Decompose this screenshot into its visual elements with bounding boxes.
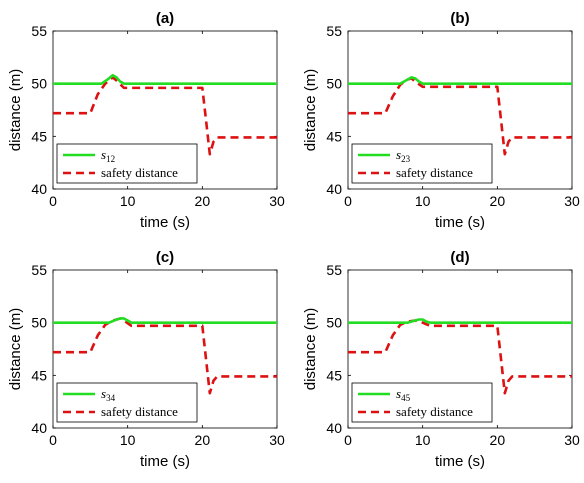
x-tick-label: 30 xyxy=(269,193,285,209)
y-axis-label: distance (m) xyxy=(7,308,24,391)
y-tick-label: 40 xyxy=(326,181,342,197)
chart-panel-b: (b) 0 10 20 30 40 45 50 55 time (s) distance (m) s2… xyxy=(302,10,580,231)
y-tick-label: 45 xyxy=(31,128,47,144)
y-tick-label: 55 xyxy=(326,262,342,278)
x-tick-label: 0 xyxy=(49,432,57,448)
x-axis-label: time (s) xyxy=(140,214,190,231)
y-axis-label: distance (m) xyxy=(7,69,24,152)
legend-label: s12 xyxy=(101,147,115,164)
y-tick-label: 45 xyxy=(326,128,342,144)
x-axis-label: time (s) xyxy=(140,453,190,470)
legend-label: safety distance xyxy=(396,165,473,180)
x-tick-label: 20 xyxy=(490,193,506,209)
series-line-safety-distance xyxy=(348,319,572,395)
x-tick-label: 30 xyxy=(269,432,285,448)
y-tick-label: 55 xyxy=(31,262,47,278)
chart-title: (a) xyxy=(156,10,174,27)
legend-subscript: 12 xyxy=(106,154,115,164)
y-tick-label: 45 xyxy=(31,367,47,383)
chart-title: (d) xyxy=(450,249,469,266)
y-tick-label: 40 xyxy=(31,420,47,436)
x-tick-label: 10 xyxy=(415,432,431,448)
x-axis-label: time (s) xyxy=(435,453,485,470)
x-tick-label: 20 xyxy=(195,193,211,209)
x-tick-label: 30 xyxy=(564,193,580,209)
chart-title: (c) xyxy=(156,249,174,266)
legend-label: s34 xyxy=(101,386,116,403)
x-tick-label: 10 xyxy=(415,193,431,209)
legend-symbol: s xyxy=(396,147,401,162)
y-tick-label: 50 xyxy=(31,315,47,331)
y-tick-label: 45 xyxy=(326,367,342,383)
series-line-spacing xyxy=(348,318,572,324)
series-line-safety-distance xyxy=(348,77,572,156)
y-axis-label: distance (m) xyxy=(302,308,319,391)
legend-subscript: 45 xyxy=(401,393,411,403)
y-tick-label: 55 xyxy=(326,23,342,39)
legend-box xyxy=(351,143,493,184)
y-tick-label: 55 xyxy=(31,23,47,39)
x-tick-label: 10 xyxy=(120,193,136,209)
x-tick-label: 20 xyxy=(195,432,211,448)
legend-box xyxy=(351,382,493,423)
x-tick-label: 30 xyxy=(564,432,580,448)
x-axis-label: time (s) xyxy=(435,214,485,231)
legend-subscript: 34 xyxy=(106,393,116,403)
legend-box xyxy=(56,143,198,184)
x-tick-label: 0 xyxy=(344,193,352,209)
y-tick-label: 50 xyxy=(326,315,342,331)
x-tick-label: 10 xyxy=(120,432,136,448)
legend-label: safety distance xyxy=(101,404,178,419)
y-axis-label: distance (m) xyxy=(302,69,319,152)
x-tick-label: 20 xyxy=(490,432,506,448)
legend-symbol: s xyxy=(396,386,401,401)
x-tick-label: 0 xyxy=(49,193,57,209)
y-tick-label: 40 xyxy=(326,420,342,436)
y-tick-label: 50 xyxy=(326,76,342,92)
legend-symbol: s xyxy=(101,147,106,162)
chart-panel-a: (a) 0 10 20 30 40 45 50 55 time (s) distance (m) s1… xyxy=(7,10,285,231)
chart-panel-c: (c) 0 10 20 30 40 45 50 55 time (s) distance (m) s3… xyxy=(7,249,285,470)
legend-box xyxy=(56,382,198,423)
legend-label: s23 xyxy=(396,147,411,164)
series-line-safety-distance xyxy=(53,76,277,156)
series-line-safety-distance xyxy=(53,317,277,395)
series-line-spacing xyxy=(53,317,277,324)
legend-subscript: 23 xyxy=(401,154,411,164)
y-tick-label: 50 xyxy=(31,76,47,92)
series-line-spacing xyxy=(53,73,277,85)
series-line-spacing xyxy=(348,76,572,85)
legend-label: s45 xyxy=(396,386,411,403)
y-tick-label: 40 xyxy=(31,181,47,197)
legend-label: safety distance xyxy=(396,404,473,419)
chart-title: (b) xyxy=(450,10,469,27)
legend-symbol: s xyxy=(101,386,106,401)
x-tick-label: 0 xyxy=(344,432,352,448)
legend-label: safety distance xyxy=(101,165,178,180)
